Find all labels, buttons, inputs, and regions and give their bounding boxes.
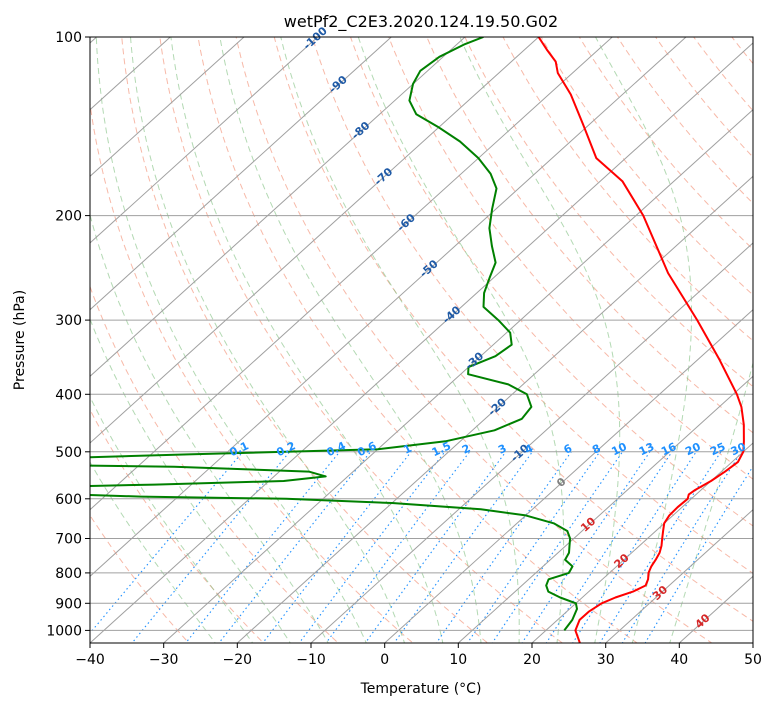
- moist-adiabat-line: [459, 37, 621, 643]
- x-tick-label: −10: [296, 652, 326, 668]
- moist-adiabat-line: [280, 37, 520, 643]
- isotherm-line: [163, 108, 753, 643]
- y-tick-label: 400: [55, 387, 82, 403]
- isotherm-line: [605, 509, 753, 643]
- isotherm-line: [310, 242, 753, 643]
- x-tick-label: −20: [223, 652, 253, 668]
- mixing-ratio-label: 16: [659, 440, 679, 458]
- y-tick-label: 1000: [46, 623, 82, 639]
- dry-adiabat-line: [197, 37, 638, 643]
- dry-adiabat-line: [159, 37, 564, 643]
- isotherm-line: [90, 37, 245, 178]
- y-tick-label: 500: [55, 445, 82, 461]
- isotherm-line: [90, 42, 753, 643]
- y-tick-label: 600: [55, 492, 82, 508]
- isotherm-line: [90, 37, 466, 378]
- y-tick-label: 900: [55, 596, 82, 612]
- mixing-ratio-label: 30: [729, 440, 749, 458]
- plot-frame: [89, 36, 754, 644]
- dry-adiabat-line: [654, 37, 753, 158]
- x-tick-label: 20: [523, 652, 541, 668]
- y-axis-ticks: 100 200 300 400 500 600 700 800 900 1000: [46, 30, 90, 639]
- isotherm-line: [90, 37, 613, 511]
- moist-adiabat-line: [130, 37, 406, 643]
- x-tick-label: −30: [149, 652, 179, 668]
- dry-adiabat-line: [273, 37, 753, 622]
- x-tick-label: 0: [380, 652, 389, 668]
- y-tick-label: 700: [55, 532, 82, 548]
- x-tick-label: 10: [449, 652, 467, 668]
- moist-adiabat-line: [357, 37, 565, 643]
- dry-adiabat-line: [540, 37, 753, 296]
- mixing-ratio-labels: 0.1 0.2 0.4 0.6 1 1.5 2 3 4 6 8 10 13 16 20 25 30: [228, 439, 749, 459]
- x-tick-label: −40: [75, 652, 105, 668]
- dry-adiabat-line: [90, 100, 414, 643]
- x-tick-label: 30: [597, 652, 615, 668]
- y-tick-label: 300: [55, 313, 82, 329]
- x-tick-label: 50: [744, 652, 762, 668]
- moist-adiabat-line: [170, 37, 444, 643]
- dry-adiabats: [90, 37, 753, 643]
- mixing-ratio-label: 13: [637, 440, 656, 458]
- dry-adiabat-line: [464, 37, 753, 388]
- isotherm-line: [90, 37, 539, 444]
- isotherm-line: [90, 37, 392, 311]
- y-tick-label: 200: [55, 209, 82, 225]
- x-axis-label: Temperature (°C): [360, 681, 482, 697]
- chart-title: wetPf2_C2E3.2020.124.19.50.G02: [284, 12, 558, 32]
- skewed-isotherms: [90, 37, 753, 643]
- mixing-ratio-label: 20: [683, 440, 703, 458]
- x-axis-ticks: −40 −30 −20 −10 0 10 20 30 40 50: [75, 643, 762, 668]
- pressure-grid: [90, 37, 753, 631]
- isotherm-line: [90, 37, 687, 577]
- dry-adiabat-line: [350, 37, 753, 527]
- mixing-ratio-label: 10: [610, 440, 630, 458]
- sounding-profiles: [90, 37, 745, 643]
- temperature-profile-line: [537, 37, 745, 643]
- dewpoint-profile-line: [90, 37, 578, 632]
- dry-adiabat-line: [502, 37, 753, 342]
- dry-adiabat-line: [311, 37, 753, 574]
- isotherm-line: [384, 309, 753, 643]
- dry-adiabat-line: [235, 37, 713, 643]
- isotherm-line: [236, 175, 753, 643]
- y-tick-label: 800: [55, 566, 82, 582]
- isotherm-line: [531, 442, 753, 643]
- dry-adiabat-line: [90, 408, 265, 643]
- x-tick-label: 40: [670, 652, 688, 668]
- y-tick-label: 100: [55, 30, 82, 46]
- dry-adiabat-line: [388, 37, 753, 480]
- dry-adiabat-line: [121, 37, 489, 643]
- mixing-ratio-label: 25: [708, 440, 727, 458]
- isotherm-line: [90, 37, 318, 244]
- y-axis-label: Pressure (hPa): [12, 290, 28, 390]
- plot-area: [90, 37, 753, 643]
